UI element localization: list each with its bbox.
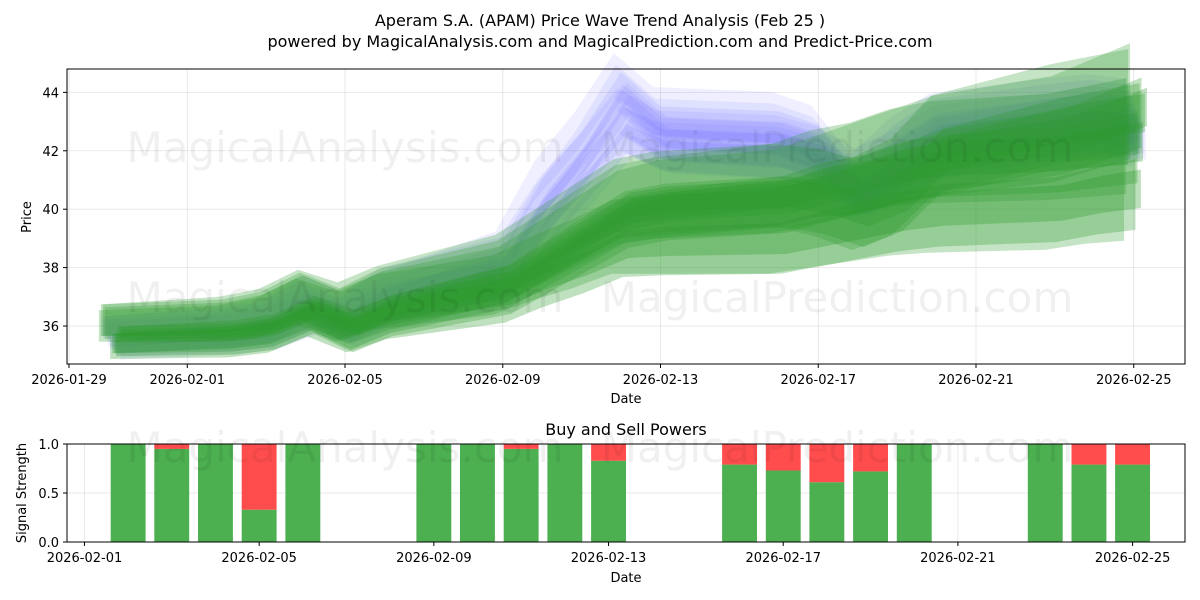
- buy-bar: [1115, 464, 1150, 542]
- sell-bar: [591, 444, 626, 461]
- green-wave-4-band-0: [104, 43, 1131, 342]
- buy-bar: [241, 509, 277, 542]
- green-wave-1-band-2: [115, 169, 1141, 343]
- buy-bar: [547, 444, 583, 542]
- buy-bar: [110, 444, 146, 542]
- green-wave-2-band-2: [117, 122, 1143, 338]
- blue-wave-4-band-2: [120, 122, 1146, 360]
- sell-bar: [1071, 444, 1107, 465]
- buy-bar: [853, 471, 888, 542]
- signal-chart-title: Buy and Sell Powers: [545, 420, 707, 439]
- sell-bar: [853, 444, 888, 472]
- blue-wave-4-band-0: [107, 91, 1133, 342]
- price-y-tick-label: 44: [42, 86, 59, 101]
- green-wave-3-band-1: [114, 83, 1140, 354]
- price-x-tick-label: 2026-02-13: [623, 373, 699, 388]
- blue-wave-2-band-2: [116, 94, 1142, 357]
- signal-y-tick-label: 0.5: [38, 487, 59, 502]
- price-x-tick-label: 2026-02-21: [938, 373, 1014, 388]
- price-chart-panel: MagicalAnalysis.com MagicalPrediction.co…: [20, 43, 1186, 407]
- signal-y-tick-label: 1.0: [38, 438, 59, 453]
- signal-x-tick-label: 2026-02-09: [396, 551, 472, 566]
- buy-bar: [285, 444, 321, 542]
- green-wave-3-band-0: [102, 49, 1129, 339]
- price-y-tick-label: 40: [42, 203, 59, 218]
- price-x-tick-label: 2026-02-17: [780, 373, 856, 388]
- signal-x-tick-label: 2026-02-13: [571, 551, 647, 566]
- watermark-bottom-right: MagicalPrediction.com: [601, 423, 1074, 472]
- blue-wave-4-band-1: [114, 111, 1140, 353]
- watermark-top-left-1: MagicalAnalysis.com: [127, 123, 564, 172]
- buy-bar: [460, 444, 495, 542]
- blue-wave-3-band-0: [105, 85, 1131, 336]
- buy-bar: [722, 464, 757, 542]
- price-x-tick-label: 2026-02-25: [1096, 373, 1172, 388]
- figure-title: Aperam S.A. (APAM) Price Wave Trend Anal…: [375, 11, 825, 30]
- buy-bar: [765, 470, 801, 542]
- price-plot-frame: [66, 68, 1186, 365]
- signal-y-axis-label: Signal Strength: [15, 443, 30, 543]
- sell-bar: [503, 444, 539, 449]
- price-y-tick-label: 38: [42, 262, 59, 277]
- buy-bar: [896, 444, 932, 542]
- price-x-tick-label: 2026-01-29: [31, 373, 107, 388]
- green-wave-2-band-1: [112, 112, 1138, 354]
- watermark-top-right-2: MagicalPrediction.com: [601, 273, 1074, 322]
- watermark-bottom-left: MagicalAnalysis.com: [127, 423, 564, 472]
- buy-bar: [591, 460, 626, 542]
- watermark-top-left-2: MagicalAnalysis.com: [127, 273, 564, 322]
- signal-x-tick-label: 2026-02-17: [745, 551, 821, 566]
- signal-y-tick-label: 0.0: [38, 536, 59, 551]
- signal-x-axis-label: Date: [610, 571, 641, 586]
- price-y-axis-label: Price: [20, 201, 35, 233]
- green-wave-1-band-0: [98, 125, 1125, 342]
- buy-bar: [198, 444, 233, 542]
- green-wave-3-band-2: [119, 93, 1145, 338]
- buy-bar: [416, 444, 452, 542]
- blue-wave-3-band-1: [112, 105, 1138, 347]
- signal-chart-panel: Buy and Sell Powers MagicalAnalysis.com …: [15, 420, 1186, 586]
- sell-bar: [241, 444, 277, 510]
- signal-x-tick-label: 2026-02-05: [221, 551, 297, 566]
- buy-bar: [1071, 464, 1107, 542]
- green-wave-2-band-0: [100, 78, 1127, 337]
- price-y-tick-label: 36: [42, 320, 59, 335]
- signal-x-tick-label: 2026-02-21: [920, 551, 996, 566]
- price-x-tick-label: 2026-02-09: [465, 373, 541, 388]
- watermark-top-right-1: MagicalPrediction.com: [601, 123, 1074, 172]
- sell-bar: [765, 444, 801, 471]
- price-x-tick-label: 2026-02-05: [307, 373, 383, 388]
- price-x-tick-label: 2026-02-01: [149, 373, 225, 388]
- price-x-axis-label: Date: [610, 392, 641, 407]
- signal-x-tick-label: 2026-02-25: [1095, 551, 1171, 566]
- sell-bar: [154, 444, 190, 449]
- green-wave-4-band-1: [116, 77, 1142, 357]
- price-y-tick-label: 42: [42, 145, 59, 160]
- blue-wave-2-band-0: [103, 64, 1129, 339]
- sell-bar: [722, 444, 757, 465]
- green-wave-1-band-1: [110, 159, 1136, 359]
- buy-bar: [1027, 444, 1063, 542]
- figure-subtitle: powered by MagicalAnalysis.com and Magic…: [267, 32, 932, 51]
- buy-bar: [809, 482, 845, 542]
- blue-wave-3-band-2: [118, 116, 1144, 354]
- green-wave-4-band-2: [121, 87, 1147, 340]
- buy-bar: [154, 448, 190, 542]
- blue-wave-1-band-0: [101, 53, 1127, 336]
- buy-bar: [503, 448, 539, 542]
- blue-wave-2-band-1: [110, 83, 1136, 350]
- signal-x-tick-label: 2026-02-01: [47, 551, 123, 566]
- sell-bar: [809, 444, 845, 483]
- sell-bar: [1115, 444, 1150, 465]
